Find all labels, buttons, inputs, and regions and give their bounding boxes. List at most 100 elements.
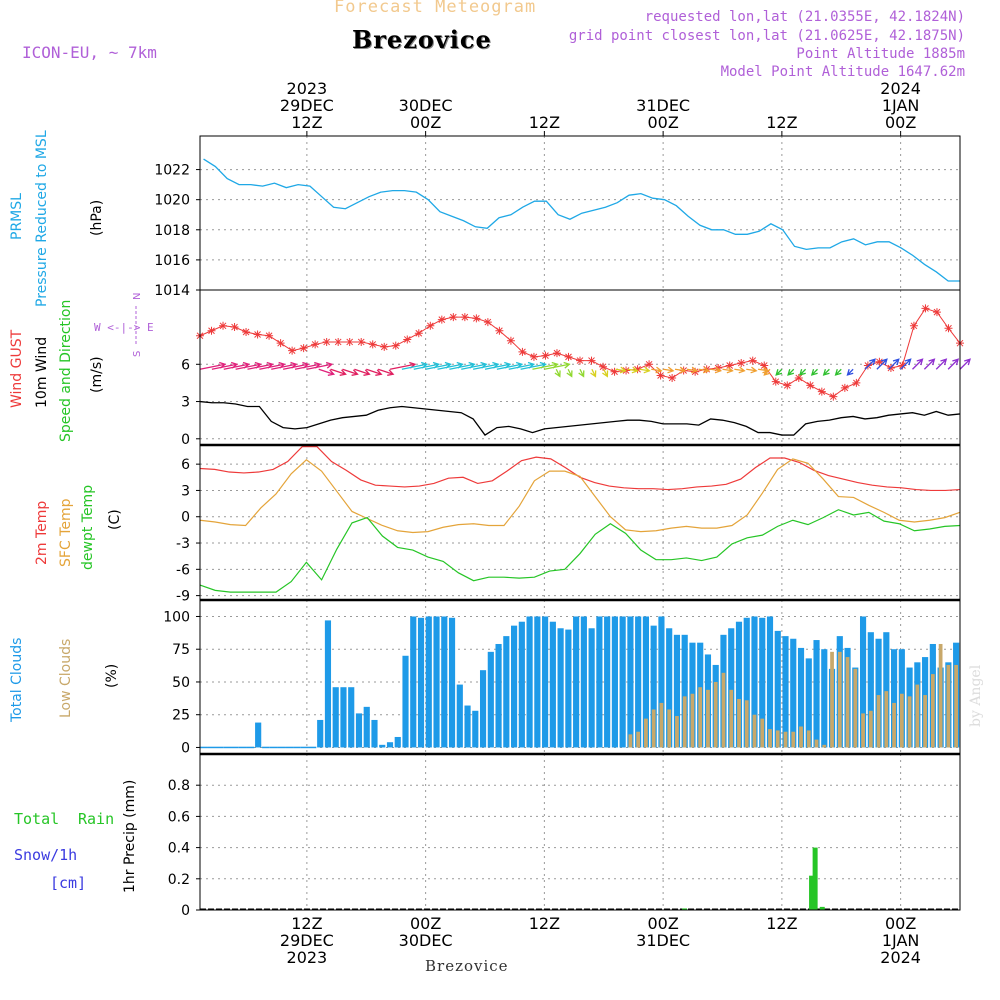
wind-direction-arrow [834, 368, 842, 376]
wind-direction-arrow [710, 366, 722, 374]
total-cloud-bar [604, 616, 611, 748]
total-cloud-bar [534, 616, 541, 748]
ms-unit-label: (m/s) [89, 356, 105, 393]
low-cloud-bar [628, 734, 633, 748]
bottom-time-label: 00Z [647, 914, 678, 933]
top-time-label: 00Z [647, 113, 678, 132]
wind-gust-marker [714, 364, 723, 373]
snow-label: Snow/1h [14, 846, 78, 864]
low-cloud-bar [915, 684, 920, 748]
y-tick-label: 1014 [154, 283, 190, 299]
total-cloud-bar [479, 670, 487, 748]
wind-direction-arrow [354, 368, 371, 376]
low-cloud-bar [923, 695, 927, 748]
wind-gust-marker [506, 336, 515, 345]
pressure-msl-label: Pressure Reduced to MSL [34, 130, 50, 307]
low-cloud-bar [930, 674, 935, 748]
total-cloud-bar [472, 710, 479, 748]
low-cloud-bar [845, 657, 850, 748]
wind-gust-marker [909, 321, 918, 330]
y-tick-label: 1022 [154, 163, 190, 179]
low-cloud-bar [868, 710, 873, 748]
total-cloud-bar [774, 630, 781, 748]
total-clouds-label: Total Clouds [9, 637, 25, 722]
hpa-unit-label: (hPa) [89, 199, 105, 236]
total-cloud-bar [448, 617, 456, 748]
low-cloud-bar [752, 714, 757, 748]
total-cloud-bar [580, 616, 587, 748]
wind-gust-marker [414, 329, 423, 338]
top-time-label: 2024 [880, 79, 921, 98]
wind-gust-label: Wind GUST [9, 329, 25, 408]
y-tick-label: 0.6 [168, 809, 190, 825]
low-cloud-bar [837, 651, 842, 748]
y-tick-label: 3 [181, 395, 190, 411]
wind-gust-marker [806, 381, 815, 390]
wind-gust-marker [783, 381, 792, 390]
wind-gust-marker [357, 337, 366, 346]
bottom-time-label: 12Z [529, 914, 560, 933]
low-cloud-bar [907, 696, 912, 748]
wind-gust-marker [829, 392, 838, 401]
wind-gust-marker [288, 346, 297, 355]
wind-direction-arrow [651, 366, 663, 374]
total-cloud-bar [611, 616, 618, 748]
y-tick-label: 0.8 [168, 778, 190, 794]
panel-frame [199, 444, 961, 601]
wind-gust-marker [576, 356, 584, 365]
wind-gust-marker [403, 335, 412, 344]
total-cloud-bar [728, 628, 735, 748]
requested-coordinates: requested lon,lat (21.0355E, 42.1824N) [644, 9, 965, 25]
low-cloud-bar [791, 731, 796, 748]
wind-direction-arrow [787, 368, 795, 376]
wind-gust-marker [587, 356, 596, 365]
total-cloud-bar [456, 684, 463, 748]
wind-gust-marker [334, 337, 343, 346]
wind-direction-arrow [578, 368, 585, 378]
wind-direction-arrow [639, 366, 651, 374]
wind-direction-arrow [810, 368, 818, 376]
temp-2m-line [199, 446, 961, 492]
sfc-temp-label: SFC Temp [58, 498, 74, 567]
top-time-label: 12Z [291, 113, 322, 132]
wind-gust-marker [253, 330, 262, 339]
wind-gust-marker [472, 314, 481, 323]
wind-gust-marker [817, 387, 826, 396]
10m-wind-label: 10m Wind [34, 336, 50, 408]
wind-direction-arrow [959, 358, 971, 370]
wind-gust-marker [495, 326, 504, 335]
y-tick-label: 50 [172, 675, 190, 691]
total-cloud-bar [658, 616, 665, 748]
percent-unit-label: (%) [104, 663, 120, 688]
wind-direction-arrow [330, 368, 347, 376]
wind-direction-arrow [698, 366, 711, 374]
low-cloud-bar [861, 713, 865, 748]
wind-gust-marker [737, 359, 746, 368]
precip-bar [819, 906, 825, 910]
wind-gust-marker [541, 351, 550, 360]
total-cloud-bar [487, 651, 494, 748]
total-cloud-bar [596, 616, 603, 748]
total-cloud-bar [588, 628, 595, 748]
wind-gust-marker [875, 357, 884, 366]
precip-bar [812, 847, 818, 910]
top-time-label: 12Z [529, 113, 560, 132]
y-tick-label: 0 [181, 432, 190, 448]
bottom-time-label: 31DEC [636, 931, 690, 950]
total-cloud-bar [464, 705, 471, 748]
total-cloud-bar [324, 620, 332, 748]
low-cloud-bar [651, 709, 656, 748]
y-tick-label: -3 [176, 536, 190, 552]
wind-gust-marker [840, 383, 849, 392]
precip-bar [809, 875, 815, 910]
wind-direction-arrow [366, 368, 383, 376]
wind-gust-marker [771, 377, 780, 386]
bottom-time-label: 00Z [410, 914, 441, 933]
total-cloud-bar [379, 744, 386, 748]
compass-n-label: N [132, 293, 143, 300]
low-cloud-bar [744, 700, 749, 748]
wind-gust-marker [426, 321, 435, 330]
wind-speed-line [199, 400, 961, 436]
y-tick-label: 6 [181, 457, 190, 473]
total-cloud-bar [417, 617, 425, 748]
